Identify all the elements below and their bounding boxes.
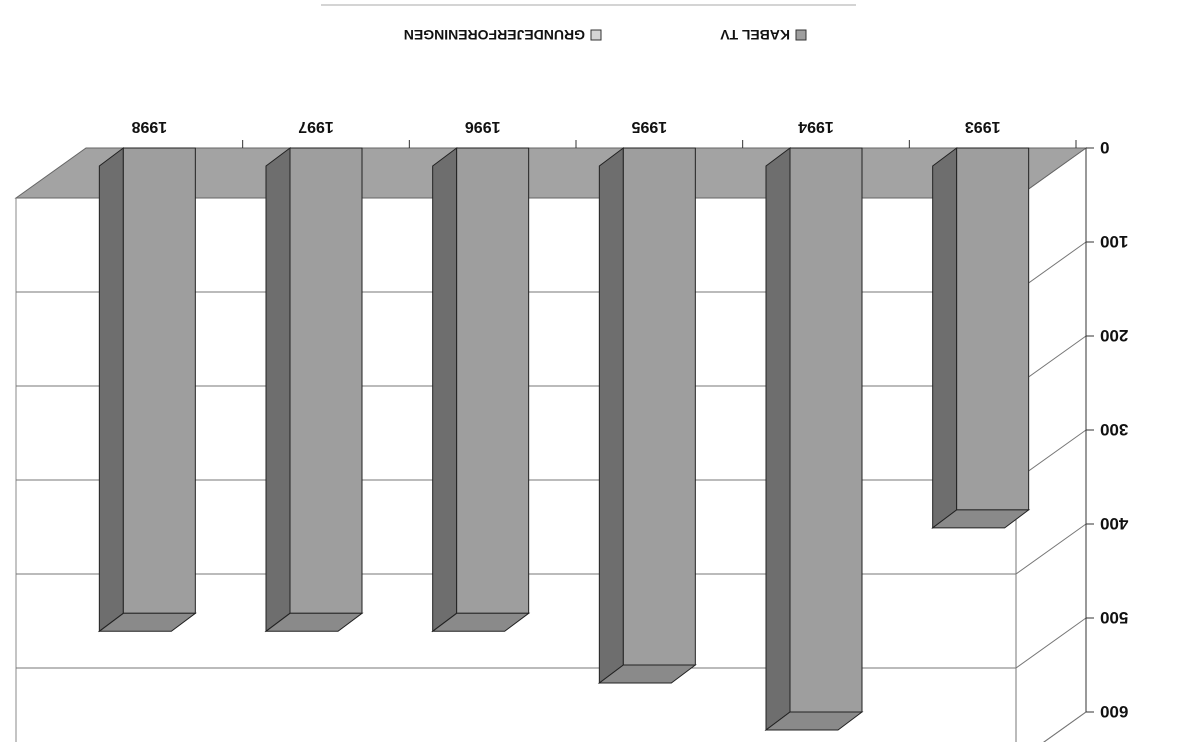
- x-tick-label: 1994: [798, 118, 834, 135]
- bar-kabel-tv-top: [431, 612, 531, 632]
- y-tick-label: 200: [1100, 326, 1128, 345]
- bar-kabel-tv-face: [289, 147, 363, 614]
- bar-kabel-tv-face: [122, 147, 196, 614]
- legend: KABEL TV GRUNDEJERFORENINGEN: [321, 4, 856, 43]
- legend-label: KABEL TV: [720, 27, 790, 43]
- bar-kabel-tv-side: [265, 147, 291, 633]
- x-tick-label: 1997: [298, 118, 334, 135]
- bar-kabel-tv-face: [956, 147, 1030, 511]
- y-tick-label: 400: [1100, 514, 1128, 533]
- bar-kabel-tv-face: [456, 147, 530, 614]
- x-tick-label: 1993: [965, 118, 1001, 135]
- bar-kabel-tv-top: [97, 612, 197, 632]
- y-tick-label: 100: [1100, 232, 1128, 251]
- bar-kabel-tv-face: [622, 147, 696, 666]
- y-tick-label: 0: [1100, 138, 1109, 157]
- legend-swatch: [795, 29, 807, 41]
- bar-kabel-tv-side: [598, 147, 624, 684]
- gridline: [1036, 711, 1087, 747]
- x-tick-label: 1996: [465, 118, 501, 135]
- bar-kabel-tv-face: [789, 147, 863, 713]
- y-tick-label: 600: [1100, 702, 1128, 721]
- x-tick-label: 1995: [631, 118, 667, 135]
- x-tick-label: 1998: [131, 118, 167, 135]
- legend-label: GRUNDEJERFORENINGEN: [404, 27, 585, 43]
- bar-kabel-tv-top: [264, 612, 364, 632]
- rotated-chart-group: 0 100 200 300 400 500 600 1993 1994 1995 1996 1997…: [14, 4, 1128, 747]
- x-axis: 1993 1994 1995 1996 1997 1998: [131, 118, 1077, 148]
- gridline: [16, 617, 1087, 669]
- y-tick-label: 500: [1100, 608, 1128, 627]
- bar-kabel-tv-side: [432, 147, 458, 633]
- bar-kabel-tv-side: [932, 147, 958, 529]
- bars-group: [97, 147, 1031, 731]
- legend-swatch: [590, 29, 602, 41]
- y-axis: 0 100 200 300 400 500 600: [1085, 138, 1128, 721]
- bar-kabel-tv-top: [764, 711, 864, 731]
- bar-kabel-tv-side: [98, 147, 124, 633]
- bar-kabel-tv-top: [931, 509, 1031, 529]
- bar-kabel-tv-top: [597, 664, 697, 684]
- y-tick-label: 300: [1100, 420, 1128, 439]
- bar-kabel-tv-side: [765, 147, 791, 731]
